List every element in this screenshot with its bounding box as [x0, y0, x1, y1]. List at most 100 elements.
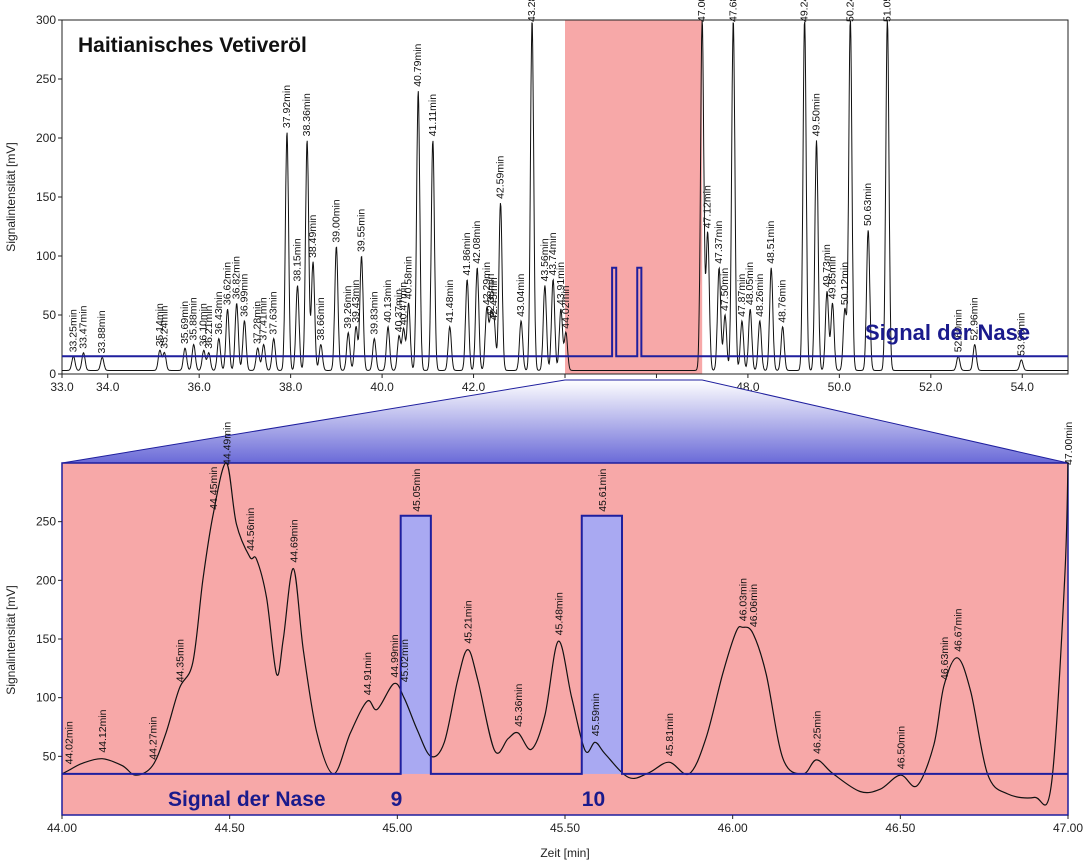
top-peak-label: 47.37min: [713, 220, 725, 263]
chart-title: Haitianisches Vetiveröl: [78, 34, 307, 57]
top-peak-label: 47.12min: [702, 185, 714, 228]
top-peak-label: 43.56min: [539, 238, 551, 281]
bottom-peak-label: 44.02min: [64, 721, 76, 764]
top-peak-label: 37.41min: [258, 297, 270, 340]
top-peak-label: 50.24min: [844, 0, 856, 22]
bottom-x-tick-label: 44.00: [47, 821, 77, 835]
top-peak-label: 35.69min: [179, 301, 191, 344]
bottom-peak-label: 45.59min: [590, 693, 602, 736]
bottom-y-ticks: 50 100 150 200 250: [36, 515, 62, 763]
top-peak-label: 48.05min: [744, 262, 756, 305]
top-y-axis-label: Signalintensität [mV]: [4, 142, 18, 251]
top-peak-label: 35.88min: [188, 297, 200, 340]
bottom-x-axis-label: Zeit [min]: [540, 846, 589, 860]
bottom-peak-label: 44.99min: [389, 634, 401, 677]
top-peak-label: 36.43min: [213, 291, 225, 334]
top-peak-label: 39.83min: [368, 291, 380, 334]
bottom-peak-label: 46.25min: [812, 710, 824, 753]
top-peak-label: 42.45min: [488, 277, 500, 320]
top-y-tick-label: 150: [36, 190, 56, 204]
top-peak-label: 42.38min: [485, 274, 497, 317]
top-peak-label: 39.43min: [350, 279, 362, 322]
top-peak-label: 37.92min: [281, 85, 293, 128]
top-trace-line: [62, 20, 1068, 371]
top-peak-label: 35.24min: [158, 305, 170, 348]
bottom-y-axis-label: Signalintensität [mV]: [4, 585, 18, 694]
top-peak-label: 43.91min: [555, 262, 567, 305]
top-peak-label: 36.10min: [198, 303, 210, 346]
top-peak-label: 49.50min: [811, 93, 823, 136]
top-peak-label: 52.60min: [952, 309, 964, 352]
bottom-nose-pulses: [400, 515, 623, 774]
top-x-tick-label: 33.0: [50, 380, 74, 394]
nose-pulse-fill: [581, 515, 623, 774]
top-x-tick-label: 34.0: [96, 380, 120, 394]
top-peak-label: 50.63min: [862, 183, 874, 226]
bottom-nose-signal: [62, 514, 1068, 775]
bottom-y-tick-label: 250: [36, 515, 56, 529]
top-highlight-band: [565, 20, 703, 374]
bottom-peak-label: 44.91min: [362, 652, 374, 695]
bottom-y-tick-label: 200: [36, 573, 56, 587]
top-peak-label: 33.47min: [77, 305, 89, 348]
top-y-tick-label: 0: [49, 367, 56, 381]
bottom-peak-label: 45.36min: [513, 684, 525, 727]
top-peak-label: 38.15min: [291, 238, 303, 281]
bottom-peak-label: 44.35min: [174, 639, 186, 682]
top-nose-signal: [62, 266, 1068, 358]
bottom-x-tick-label: 46.00: [718, 821, 748, 835]
top-nose-label: Signal der Nase: [865, 320, 1030, 345]
top-peak-label: 42.29min: [481, 262, 493, 305]
bottom-x-ticks: 44.00 44.50 45.00 45.50 46.00 46.50 47.00: [47, 815, 1083, 835]
top-y-tick-label: 300: [36, 13, 56, 27]
top-peak-label: 48.76min: [777, 279, 789, 322]
top-peak-label: 39.26min: [342, 285, 354, 328]
top-peak-label: 36.99min: [238, 274, 250, 317]
bottom-trace-line: [61, 462, 1069, 806]
bottom-peak-label: 44.49min: [221, 422, 233, 465]
top-peak-label: 52.96min: [969, 297, 981, 340]
top-peak-label: 49.85min: [827, 256, 839, 299]
nose-pulse-fill: [400, 515, 431, 774]
top-peak-label: 38.49min: [307, 215, 319, 258]
zoom-connector: [61, 379, 1069, 464]
top-y-tick-label: 250: [36, 72, 56, 86]
top-peak-label: 43.04min: [515, 274, 527, 317]
bottom-x-tick-label: 46.50: [885, 821, 915, 835]
nose-event-number-9: 9: [391, 788, 403, 811]
top-peak-label: 40.13min: [382, 279, 394, 322]
top-peak-label: 40.79min: [412, 43, 424, 86]
top-peak-label: 41.11min: [427, 94, 439, 137]
top-x-tick-label: 40.0: [370, 380, 394, 394]
top-x-tick-label: 38.0: [279, 380, 303, 394]
top-peak-label: 40.47min: [398, 282, 410, 325]
top-peak-label: 49.24min: [799, 0, 811, 22]
top-x-tick-label: 36.0: [188, 380, 212, 394]
nose-event-number-10: 10: [582, 788, 605, 811]
bottom-peak-label: 44.27min: [148, 716, 160, 759]
top-peak-label: 39.00min: [330, 199, 342, 242]
top-peak-label: 42.59min: [495, 156, 507, 199]
bottom-peak-label: 44.45min: [208, 466, 220, 509]
bottom-peak-label: 45.21min: [463, 600, 475, 643]
top-peak-label: 40.37min: [393, 289, 405, 332]
bottom-peak-label: 44.69min: [288, 519, 300, 562]
top-peak-label: 36.82min: [231, 256, 243, 299]
top-peak-label: 37.63min: [268, 291, 280, 334]
nose-pulse-label: 45.05min: [411, 468, 423, 511]
bottom-peak-label: 46.06min: [748, 584, 760, 627]
bottom-peak-label: 46.63min: [939, 637, 951, 680]
bottom-peak-label: 46.03min: [738, 578, 750, 621]
top-peak-label: 36.62min: [222, 262, 234, 305]
bottom-x-tick-label: 45.00: [382, 821, 412, 835]
top-peak-label: 48.26min: [754, 274, 766, 317]
bottom-peak-labels: 44.02min 44.12min 44.27min 44.35min 44.45min…: [64, 422, 1075, 769]
top-peak-label: 38.36min: [301, 93, 313, 136]
top-x-tick-label: 42.0: [462, 380, 486, 394]
bottom-nose-label: Signal der Nase: [168, 788, 326, 811]
overview-chromatogram: 0 50 100 150 200 250 300 33.0 34.0 36.0 38.0 40.0 4…: [4, 0, 1069, 394]
top-peak-label: 47.87min: [736, 274, 748, 317]
bottom-y-tick-label: 150: [36, 632, 56, 646]
top-peak-label: 42.08min: [471, 220, 483, 263]
